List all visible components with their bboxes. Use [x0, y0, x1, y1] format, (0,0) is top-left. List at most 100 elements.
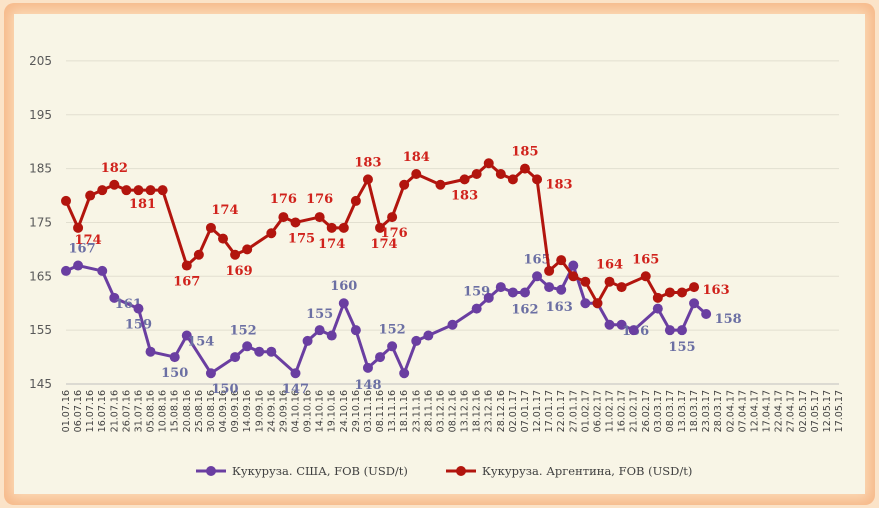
- data-label: 150: [211, 382, 238, 397]
- x-tick-label: 18.03.17: [689, 390, 700, 432]
- x-tick-label: 21.02.17: [629, 390, 640, 432]
- data-point: [701, 309, 712, 319]
- x-tick-label: 24.09.16: [266, 390, 277, 432]
- data-point: [604, 319, 615, 330]
- legend-swatch-marker: [456, 466, 466, 476]
- data-point: [326, 222, 337, 233]
- data-point: [193, 249, 204, 260]
- x-tick-label: 10.08.16: [158, 390, 169, 432]
- x-tick-label: 23.03.17: [701, 390, 712, 432]
- data-label: 183: [354, 155, 381, 170]
- x-tick-label: 07.05.17: [810, 390, 821, 432]
- x-tick-label: 03.12.16: [435, 390, 446, 432]
- x-tick-label: 16.02.17: [617, 390, 628, 432]
- x-tick-label: 18.12.16: [472, 390, 483, 432]
- data-point: [97, 185, 108, 196]
- data-point: [532, 271, 543, 282]
- x-tick-label: 20.08.16: [182, 390, 193, 432]
- data-label: 175: [288, 231, 315, 246]
- legend-swatch-marker: [206, 466, 216, 476]
- x-tick-label: 21.07.16: [109, 390, 120, 432]
- x-tick-label: 23.11.16: [411, 390, 422, 432]
- x-tick-label: 30.08.16: [206, 390, 217, 432]
- x-tick-label: 23.12.16: [484, 390, 495, 432]
- data-point: [121, 185, 132, 196]
- data-point: [568, 260, 579, 271]
- data-point: [676, 325, 687, 336]
- x-tick-label: 12.01.17: [532, 390, 543, 432]
- x-tick-label: 09.09.16: [230, 390, 241, 432]
- data-point: [205, 222, 216, 233]
- data-point: [314, 325, 325, 336]
- x-tick-label: 05.08.16: [146, 390, 157, 432]
- data-point: [302, 335, 313, 346]
- x-tick-label: 19.10.16: [327, 390, 338, 432]
- data-point: [157, 185, 168, 196]
- data-point: [616, 282, 627, 293]
- data-point: [568, 271, 579, 282]
- data-point: [61, 195, 71, 206]
- chart-panel: 145 155 165 175 185 195 205 01.07.16 06.07.16 11.…: [14, 14, 865, 494]
- data-point: [399, 179, 410, 190]
- x-tick-label: 04.09.16: [218, 390, 229, 432]
- x-tick-label: 01.02.17: [580, 390, 591, 432]
- x-tick-label: 11.02.17: [605, 390, 616, 432]
- data-point: [375, 222, 386, 233]
- data-label: 167: [69, 242, 96, 257]
- x-tick-label: 27.04.17: [786, 390, 797, 432]
- data-label: 174: [370, 237, 397, 252]
- data-point: [507, 287, 518, 298]
- x-tick-label: 07.01.17: [520, 390, 531, 432]
- data-label: 167: [173, 275, 200, 290]
- data-label: 183: [545, 177, 572, 192]
- data-point: [266, 346, 277, 357]
- data-point: [652, 292, 663, 303]
- data-point: [97, 265, 108, 276]
- x-tick-label: 14.10.16: [315, 390, 326, 432]
- y-tick-label: 185: [29, 162, 52, 176]
- data-label: 181: [129, 197, 156, 212]
- y-tick-label: 145: [29, 377, 52, 391]
- data-point: [181, 330, 192, 341]
- data-point: [435, 179, 446, 190]
- x-tick-label: 28.12.16: [496, 390, 507, 432]
- data-point: [109, 292, 120, 303]
- data-point: [73, 260, 84, 271]
- x-tick-label: 04.10.16: [290, 390, 301, 432]
- data-point: [519, 163, 530, 174]
- data-label: 165: [632, 252, 659, 267]
- data-label: 152: [230, 323, 257, 338]
- x-tick-label: 02.04.17: [725, 390, 736, 432]
- x-tick-label: 29.10.16: [351, 390, 362, 432]
- legend-entry: Кукуруза. США, FOB (USD/t): [232, 464, 408, 478]
- data-point: [459, 174, 470, 185]
- data-label: 183: [451, 188, 478, 203]
- data-label: 150: [161, 366, 188, 381]
- data-point: [109, 179, 120, 190]
- data-point: [145, 185, 156, 196]
- data-label: 182: [101, 161, 128, 176]
- x-tick-label: 07.04.17: [737, 390, 748, 432]
- data-label: 162: [511, 302, 538, 317]
- data-point: [652, 303, 663, 314]
- data-point: [350, 195, 361, 206]
- y-tick-label: 175: [29, 215, 52, 229]
- x-tick-label: 19.09.16: [254, 390, 265, 432]
- data-point: [387, 341, 398, 352]
- data-point: [169, 352, 180, 363]
- data-point: [85, 190, 96, 201]
- x-tick-label: 08.12.16: [448, 390, 459, 432]
- x-tick-label: 08.11.16: [375, 390, 386, 432]
- x-tick-label: 12.04.17: [749, 390, 760, 432]
- x-tick-label: 06.07.16: [73, 390, 84, 432]
- x-tick-label: 31.07.16: [133, 390, 144, 432]
- data-point: [411, 335, 422, 346]
- x-tick-label: 09.10.16: [303, 390, 314, 432]
- data-label: 152: [379, 322, 406, 337]
- data-point: [592, 298, 603, 309]
- data-label: 148: [354, 378, 381, 393]
- x-tick-label: 24.10.16: [339, 390, 350, 432]
- x-tick-label: 01.07.16: [61, 390, 72, 432]
- x-tick-label: 02.01.17: [508, 390, 519, 432]
